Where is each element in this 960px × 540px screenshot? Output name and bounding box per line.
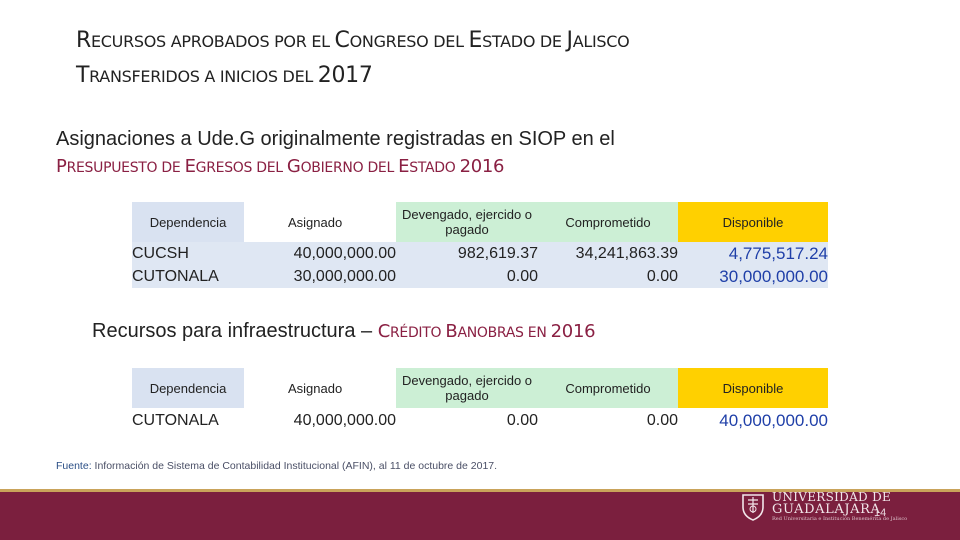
header-asignado: Asignado: [244, 368, 396, 408]
section-1-heading: Asignaciones a Ude.G originalmente regis…: [56, 128, 615, 150]
table-row: CUCSH 40,000,000.00 982,619.37 34,241,86…: [132, 242, 828, 265]
footer-divider: [0, 489, 960, 492]
footer-bar: [0, 489, 960, 540]
logo-line-2: GUADALAJARA: [772, 501, 881, 517]
source-note: Fuente: Información de Sistema de Contab…: [56, 460, 497, 472]
section-2-heading: Recursos para infraestructura – CRÉDITO …: [92, 320, 596, 343]
section-2-accent: CRÉDITO BANOBRAS EN 2016: [377, 321, 596, 342]
cell-comprometido: 0.00: [646, 268, 678, 285]
title-line-2: TRANSFERIDOS A INICIOS DEL 2017: [76, 63, 373, 88]
cell-devengado: 0.00: [506, 268, 538, 285]
source-label: Fuente:: [56, 460, 92, 472]
cell-devengado: 982,619.37: [457, 245, 538, 262]
logo-line-1: UNIVERSIDAD DE: [772, 489, 892, 504]
section-2-label: Recursos para infraestructura –: [92, 320, 378, 342]
table-header: Dependencia Asignado Devengado, ejercido…: [132, 368, 828, 408]
cell-devengado: 0.00: [506, 412, 538, 429]
table-asignaciones: Dependencia Asignado Devengado, ejercido…: [132, 202, 828, 288]
header-disponible: Disponible: [678, 368, 828, 408]
title-line-1: RECURSOS APROBADOS POR EL CONGRESO DEL E…: [76, 28, 630, 53]
section-1-subheading: PRESUPUESTO DE EGRESOS DEL GOBIERNO DEL …: [56, 156, 505, 177]
header-devengado: Devengado, ejercido o pagado: [396, 202, 538, 242]
header-dependencia: Dependencia: [132, 202, 244, 242]
cell-dependencia: CUCSH: [132, 245, 189, 262]
header-disponible: Disponible: [678, 202, 828, 242]
table-row: CUTONALA 40,000,000.00 0.00 0.00 40,000,…: [132, 409, 828, 432]
page-number: 14: [874, 507, 887, 519]
table-row: CUTONALA 30,000,000.00 0.00 0.00 30,000,…: [132, 265, 828, 288]
header-comprometido: Comprometido: [538, 202, 678, 242]
table-infraestructura: Dependencia Asignado Devengado, ejercido…: [132, 368, 828, 432]
cell-comprometido: 34,241,863.39: [575, 245, 678, 262]
cell-asignado: 40,000,000.00: [293, 245, 396, 262]
source-text: Información de Sistema de Contabilidad I…: [91, 460, 498, 472]
header-dependencia: Dependencia: [132, 368, 244, 408]
slide-title: RECURSOS APROBADOS POR EL CONGRESO DEL E…: [76, 24, 630, 94]
cell-asignado: 40,000,000.00: [293, 412, 396, 429]
header-comprometido: Comprometido: [538, 368, 678, 408]
cell-dependencia: CUTONALA: [132, 412, 219, 429]
cell-disponible: 30,000,000.00: [719, 267, 828, 286]
logo-line-3: Red Universitaria e Institución Beneméri…: [772, 515, 908, 522]
table-header: Dependencia Asignado Devengado, ejercido…: [132, 202, 828, 242]
cell-disponible: 40,000,000.00: [719, 411, 828, 430]
cell-asignado: 30,000,000.00: [293, 268, 396, 285]
cell-comprometido: 0.00: [646, 412, 678, 429]
cell-disponible: 4,775,517.24: [728, 244, 828, 263]
university-logo: UNIVERSIDAD DE GUADALAJARA Red Universit…: [740, 486, 907, 526]
seal-icon: [742, 494, 764, 521]
cell-dependencia: CUTONALA: [132, 268, 219, 285]
header-asignado: Asignado: [244, 202, 396, 242]
header-devengado: Devengado, ejercido o pagado: [396, 368, 538, 408]
